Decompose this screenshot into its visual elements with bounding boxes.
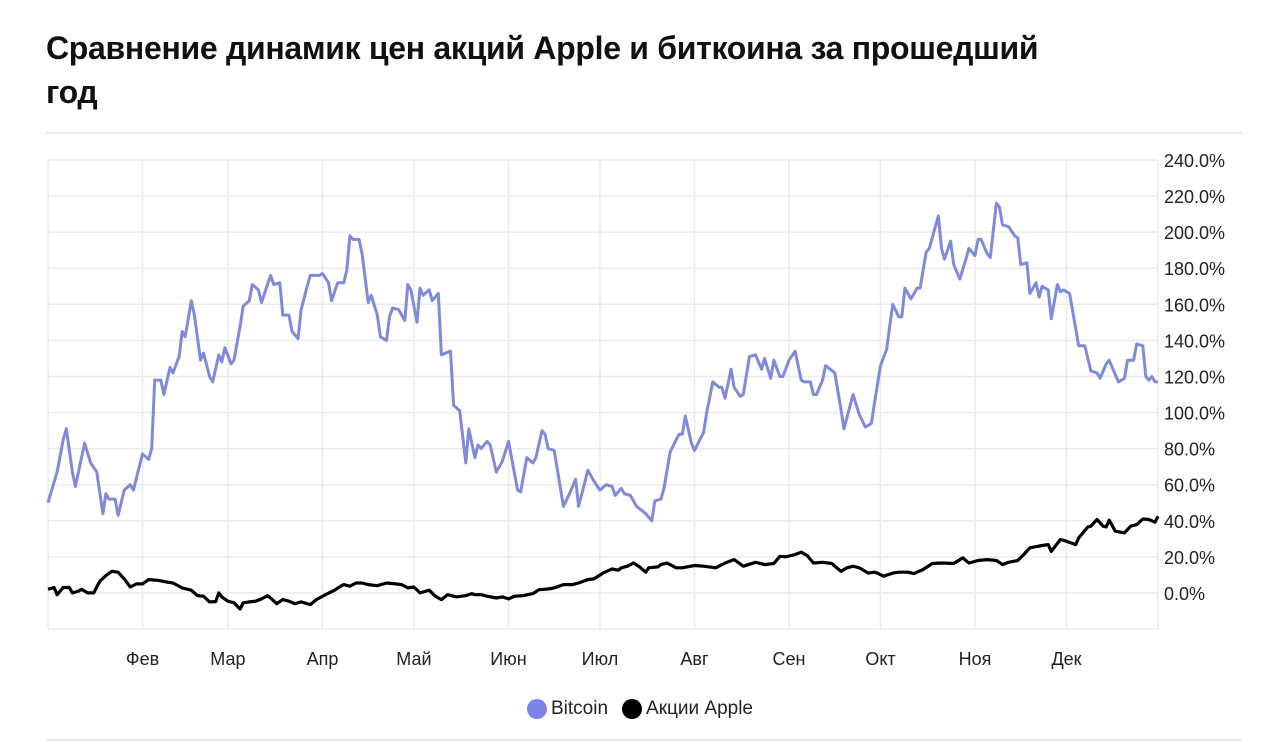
grid	[47, 159, 1159, 630]
x-tick-label: Апр	[307, 649, 339, 669]
x-tick-label: Мар	[210, 649, 245, 669]
x-tick-label: Июл	[582, 649, 619, 669]
chart-title: Сравнение динамик цен акций Apple и битк…	[46, 30, 1039, 110]
x-tick-label: Июн	[490, 649, 526, 669]
legend-swatch-apple	[622, 699, 643, 719]
legend-label: Bitcoin	[551, 698, 609, 719]
legend-item-bitcoin[interactable]: Bitcoin	[527, 698, 608, 720]
y-tick-label: 140.0%	[1164, 331, 1225, 351]
legend-label: Акции Apple	[646, 698, 753, 719]
y-tick-label: 20.0%	[1164, 548, 1215, 568]
line-chart: Фев Мар Апр Май Июн Июл Авг Сен Окт Ноя Дек 240.0%…	[46, 151, 1225, 669]
y-tick-label: 240.0%	[1164, 151, 1225, 171]
x-tick-label: Авг	[680, 649, 709, 669]
y-tick-label: 60.0%	[1164, 476, 1215, 496]
x-tick-label: Фев	[126, 649, 159, 669]
top-divider	[46, 132, 1242, 134]
y-tick-label: 180.0%	[1164, 259, 1225, 279]
y-tick-label: 220.0%	[1164, 187, 1225, 207]
series-line-apple	[47, 515, 1160, 611]
y-tick-label: 120.0%	[1164, 367, 1225, 387]
bottom-divider	[46, 739, 1242, 741]
y-tick-label: 80.0%	[1164, 440, 1215, 460]
x-tick-label: Окт	[865, 649, 895, 669]
x-tick-label: Сен	[773, 649, 806, 669]
x-tick-label: Дек	[1051, 649, 1081, 669]
x-tick-label: Май	[396, 649, 431, 669]
legend-item-apple[interactable]: Акции Apple	[622, 698, 753, 720]
y-tick-label: 40.0%	[1164, 512, 1215, 532]
x-axis-ticks: Фев Мар Апр Май Июн Июл Авг Сен Окт Ноя Дек	[126, 649, 1082, 669]
series-line-bitcoin	[46, 201, 1158, 523]
y-tick-label: 200.0%	[1164, 223, 1225, 243]
x-tick-label: Ноя	[959, 649, 992, 669]
legend-swatch-bitcoin	[527, 699, 547, 719]
y-tick-label: 160.0%	[1164, 295, 1225, 315]
series-lines	[46, 201, 1160, 611]
y-axis-ticks: 240.0% 220.0% 200.0% 180.0% 160.0% 140.0% 120.…	[1164, 151, 1225, 604]
y-tick-label: 0.0%	[1164, 584, 1205, 604]
y-tick-label: 100.0%	[1164, 404, 1225, 424]
legend: Bitcoin Акции Apple	[0, 698, 1280, 720]
